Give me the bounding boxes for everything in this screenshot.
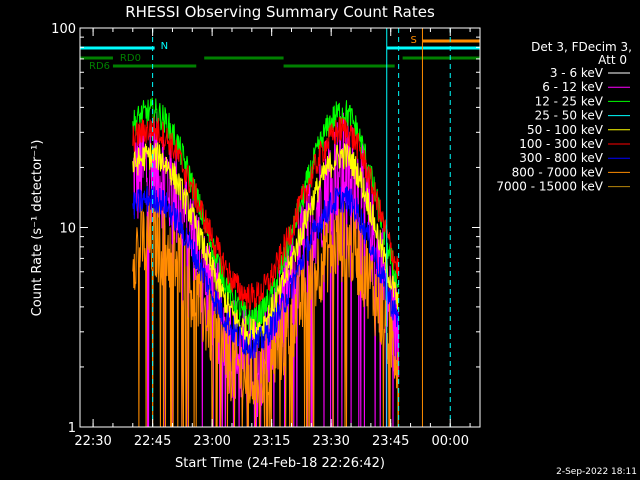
footer-timestamp: 2-Sep-2022 18:11 <box>556 467 637 477</box>
y-tick-label: 10 <box>59 222 76 237</box>
axis-layer: 22:30 22:45 23:00 23:15 23:30 23:45 00:00 1 10 10… <box>51 22 480 449</box>
legend-entry: 300 - 800 keV <box>519 151 603 165</box>
legend-entry: 25 - 50 keV <box>535 109 604 123</box>
series-line-100-300kev <box>132 116 400 312</box>
x-tick-label: 22:45 <box>134 434 171 449</box>
legend-entry: 800 - 7000 keV <box>512 165 604 179</box>
series-line-12-25kev <box>132 97 400 332</box>
legend-entry: 12 - 25 keV <box>535 94 604 108</box>
chart-title: RHESSI Observing Summary Count Rates <box>125 3 435 21</box>
y-axis-label: Count Rate (s⁻¹ detector⁻¹) <box>30 140 45 317</box>
legend-entry: 6 - 12 keV <box>542 80 604 94</box>
legend-header-line2: Att 0 <box>598 53 627 67</box>
x-tick-label: 23:45 <box>372 434 409 449</box>
flag-label-s: S <box>410 35 416 46</box>
x-axis-label: Start Time (24-Feb-18 22:26:42) <box>175 456 385 471</box>
x-tick-label: 23:15 <box>253 434 290 449</box>
flag-label-n: N <box>161 41 168 52</box>
y-tick-label: 1 <box>68 421 76 436</box>
flag-label-rd0: RD0 <box>120 53 141 64</box>
x-tick-label: 00:00 <box>432 434 469 449</box>
y-tick-label: 100 <box>51 22 76 37</box>
flag-layer: N RD0 RD6 S <box>80 35 480 72</box>
x-tick-label: 22:30 <box>74 434 111 449</box>
legend-header: Det 3, FDecim 3, <box>531 40 632 54</box>
legend-entry: 100 - 300 keV <box>519 137 603 151</box>
flag-label-rd6: RD6 <box>89 61 110 72</box>
legend-entry: 7000 - 15000 keV <box>496 180 603 194</box>
x-tick-label: 23:30 <box>312 434 349 449</box>
data-layer <box>132 97 400 427</box>
x-tick-label: 23:00 <box>193 434 230 449</box>
series-line-300-800kev <box>132 185 400 359</box>
legend-entry: 50 - 100 keV <box>527 123 604 137</box>
legend-entry: 3 - 6 keV <box>550 66 604 80</box>
